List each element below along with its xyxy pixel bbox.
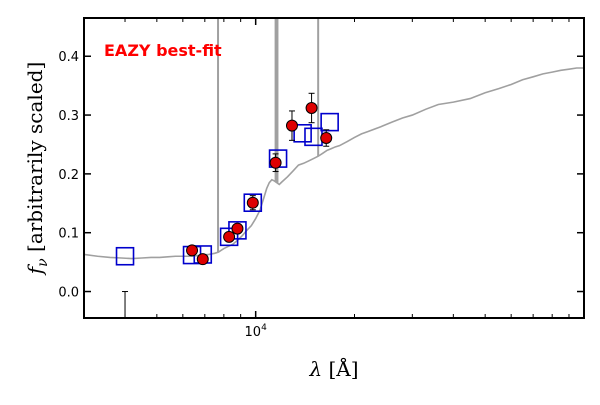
observed-point [223, 230, 236, 243]
model-box [320, 112, 339, 132]
y-tick-label: 0.1 [58, 227, 79, 242]
observed-point [196, 253, 209, 266]
plot-area [84, 18, 584, 318]
observed-point [305, 102, 318, 114]
legend-annotation: EAZY best-fit [104, 41, 222, 60]
observed-point [246, 196, 259, 209]
x-tick-label: 104 [245, 323, 268, 340]
plot-background [84, 18, 584, 318]
y-tick-label: 0.3 [58, 109, 79, 124]
observed-point [186, 244, 199, 257]
observed-point [320, 132, 333, 144]
y-tick-label: 0.4 [58, 50, 79, 65]
model-box [228, 221, 247, 240]
model-box [115, 246, 135, 266]
observed-point [231, 222, 244, 235]
y-axis-label: fν [arbitrarily scaled] [23, 62, 51, 277]
observed-point [269, 156, 282, 169]
model-box [243, 193, 263, 213]
x-axis-label: λ [Å] [308, 356, 358, 381]
y-tick-label: 0.2 [58, 168, 79, 183]
axis-ticks: 0.0 0.1 0.2 0.3 0.4 104 [58, 18, 584, 340]
y-tick-label: 0.0 [58, 286, 79, 301]
plot-frame [83, 17, 585, 319]
observed-point [285, 119, 298, 132]
model-box [293, 123, 312, 143]
